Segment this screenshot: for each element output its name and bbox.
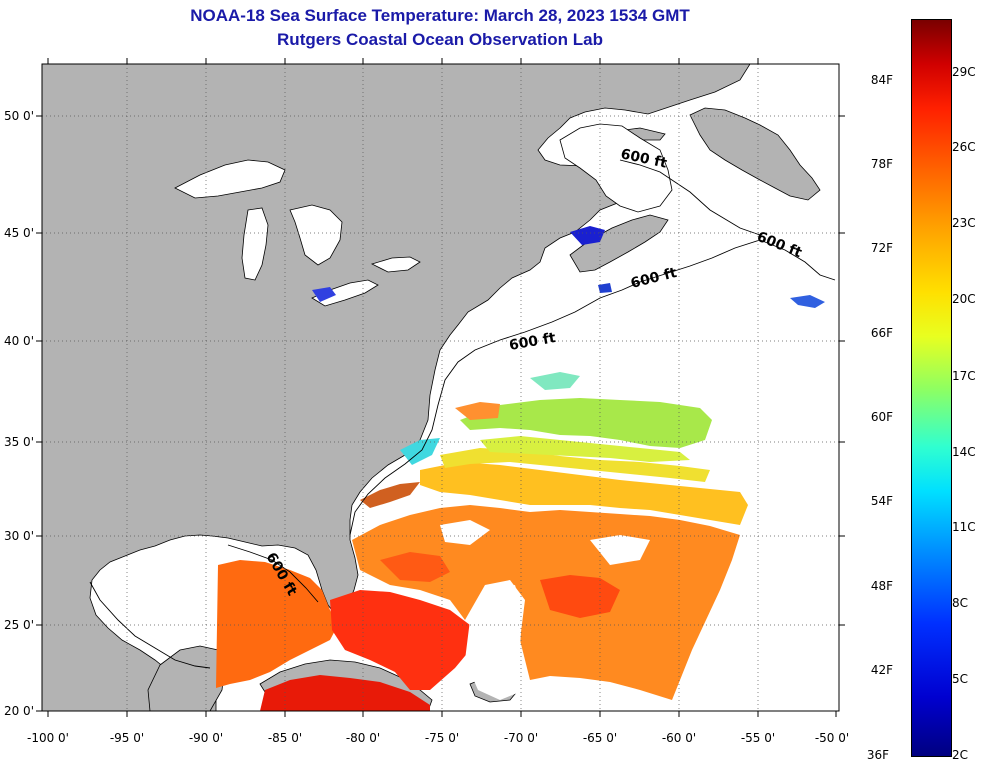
colorbar-f-label: 60F: [870, 410, 894, 424]
map-title: NOAA-18 Sea Surface Temperature: March 2…: [190, 6, 690, 25]
lon-label: -50 0': [815, 731, 849, 745]
colorbar-c-label: 5C: [952, 672, 969, 686]
temperature-colorbar: [911, 19, 952, 757]
colorbar-f-label: 78F: [870, 157, 894, 171]
colorbar-c-label: 29C: [952, 65, 976, 79]
lon-label: -75 0': [425, 731, 459, 745]
lat-label: 20 0': [4, 704, 34, 718]
lat-label: 25 0': [4, 618, 34, 632]
gulf-st-lawrence: [559, 123, 673, 213]
axis-ticks: [36, 58, 845, 717]
lon-label: -85 0': [268, 731, 302, 745]
lake-michigan: [241, 207, 269, 281]
colorbar-f-label: 72F: [870, 241, 894, 255]
lon-label: -80 0': [346, 731, 380, 745]
lat-label: 50 0': [4, 109, 34, 123]
lake-ontario: [370, 256, 421, 273]
lake-erie: [311, 279, 379, 307]
lon-label: -70 0': [504, 731, 538, 745]
lat-label: 40 0': [4, 334, 34, 348]
colorbar-f-label: 48F: [870, 579, 894, 593]
lon-label: -55 0': [741, 731, 775, 745]
land-north-america: [42, 64, 751, 711]
colorbar-f-label: 42F: [870, 663, 894, 677]
depth-contours: [89, 159, 836, 669]
lat-label: 35 0': [4, 435, 34, 449]
colorbar-c-label: 14C: [952, 445, 976, 459]
colorbar-c-label: 26C: [952, 140, 976, 154]
lon-label: -95 0': [110, 731, 144, 745]
grid-lines: [42, 64, 839, 711]
lon-label: -100 0': [27, 731, 69, 745]
map-subtitle: Rutgers Coastal Ocean Observation Lab: [277, 30, 603, 49]
colorbar-f-label: 84F: [870, 73, 894, 87]
colorbar-c-label: 20C: [952, 292, 976, 306]
colorbar-c-label: 17C: [952, 369, 976, 383]
lon-label: -60 0': [662, 731, 696, 745]
sst-data-layer: [216, 226, 825, 711]
lake-superior: [174, 159, 286, 199]
land-newfoundland: [689, 107, 821, 201]
colorbar-f-label: 36F: [866, 748, 890, 762]
colorbar-f-label: 66F: [870, 326, 894, 340]
land-nova-scotia: [569, 214, 669, 273]
colorbar-c-label: 2C: [952, 748, 969, 762]
lat-label: 45 0': [4, 226, 34, 240]
lat-label: 30 0': [4, 529, 34, 543]
colorbar-c-label: 8C: [952, 596, 969, 610]
colorbar-c-label: 11C: [952, 520, 976, 534]
colorbar-f-label: 54F: [870, 494, 894, 508]
colorbar-c-label: 23C: [952, 216, 976, 230]
lon-label: -90 0': [189, 731, 223, 745]
lon-label: -65 0': [583, 731, 617, 745]
